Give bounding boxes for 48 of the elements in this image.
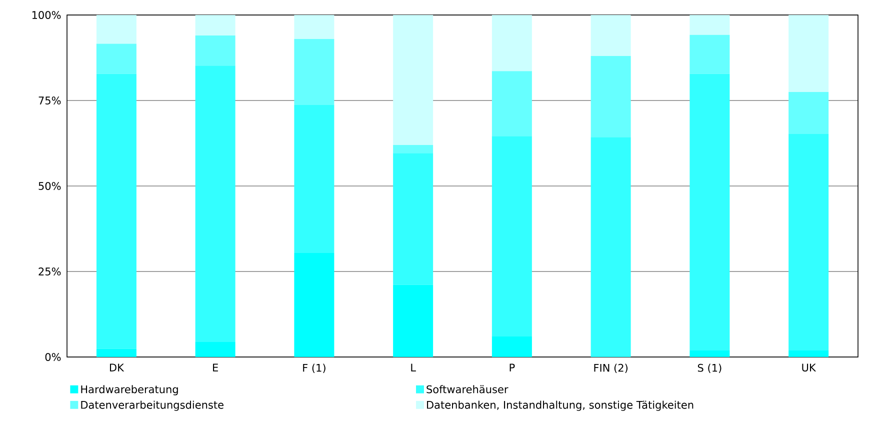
legend-label: Softwarehäuser — [426, 385, 508, 394]
bar — [788, 14, 829, 92]
bar — [590, 137, 631, 357]
legend-label: Datenbanken, Instandhaltung, sonstige Tätigkeiten — [427, 400, 694, 411]
x-tick-label: S (1) — [698, 364, 722, 374]
bar — [690, 14, 730, 35]
bar — [195, 342, 236, 357]
bar — [96, 44, 136, 74]
bar — [690, 350, 730, 357]
bar — [788, 92, 829, 134]
x-tick-label: DK — [110, 364, 124, 372]
bar — [294, 14, 334, 39]
bar — [294, 253, 334, 357]
bar — [690, 34, 730, 74]
bar — [393, 144, 434, 154]
y-tick-label: 100% — [32, 11, 61, 19]
x-tick-label: P — [510, 364, 515, 372]
bar — [195, 66, 236, 342]
x-tick-label: FIN (2) — [594, 364, 628, 374]
bar — [195, 14, 236, 36]
bar — [294, 38, 334, 105]
y-tick-label: 75% — [38, 96, 61, 104]
y-tick-label: 0% — [45, 353, 61, 361]
bar — [294, 104, 334, 254]
bar — [195, 36, 236, 66]
bar — [492, 14, 532, 72]
y-tick-label: 25% — [38, 268, 61, 276]
x-tick-label: UK — [802, 364, 816, 372]
bar — [492, 71, 532, 136]
bar — [788, 350, 829, 357]
bar — [788, 134, 829, 350]
bar — [393, 284, 434, 357]
y-tick-label: 50% — [38, 182, 61, 190]
bar — [96, 348, 136, 357]
bar — [690, 74, 730, 350]
bar — [590, 56, 631, 138]
bar — [393, 153, 434, 285]
bar — [492, 136, 532, 336]
bar — [96, 14, 136, 44]
bar — [590, 14, 631, 56]
x-tick-label: F (1) — [303, 364, 326, 374]
legend-label: Hardwareberatung — [81, 385, 178, 396]
x-tick-label: L — [411, 364, 416, 372]
legend-label: Datenverarbeitungsdienste — [81, 400, 224, 411]
bar — [393, 14, 434, 145]
bar — [96, 74, 136, 349]
x-tick-label: E — [213, 364, 218, 372]
bar — [492, 336, 532, 357]
